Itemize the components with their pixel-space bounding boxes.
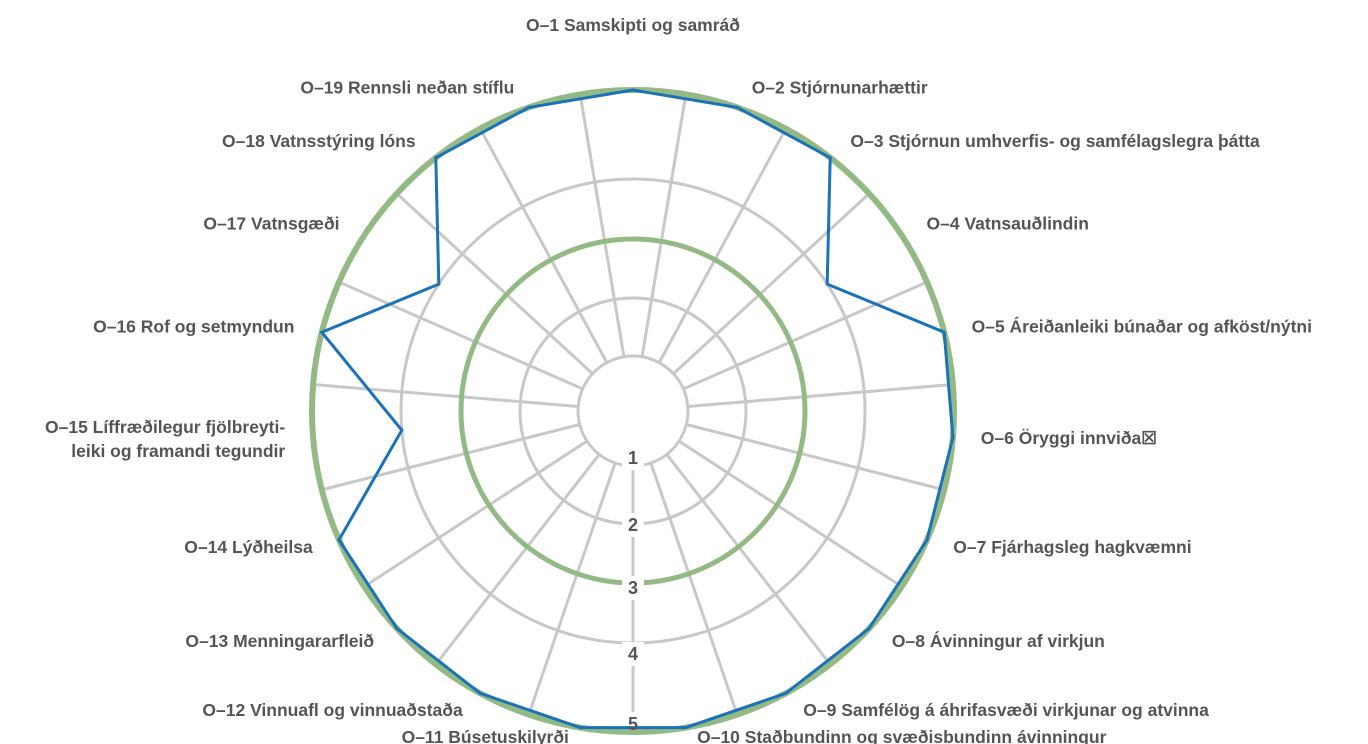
category-label: O–16 Rof og setmyndun [93, 316, 294, 336]
category-label: O–15 Líffræðilegur fjölbreyti-leiki og f… [45, 417, 285, 461]
data-series-line [319, 88, 955, 730]
grid-spoke [395, 192, 594, 375]
data-point [684, 726, 688, 730]
grid-spoke [578, 94, 626, 357]
category-label: O–11 Búsetuskilyrði [402, 727, 569, 744]
data-point [527, 105, 531, 109]
grid-spoke [649, 462, 739, 716]
grid-spoke [640, 94, 688, 357]
category-label: O–7 Fjárhagsleg hagkvæmni [953, 537, 1191, 557]
data-point [867, 626, 871, 630]
data-point [631, 88, 635, 92]
data-point [951, 436, 955, 440]
grid-spoke [338, 280, 584, 391]
data-point [337, 538, 341, 542]
grid-spoke [478, 127, 609, 364]
category-label: O–3 Stjórnun umhverfis- og samfélagslegr… [850, 131, 1260, 151]
level-label: 1 [628, 448, 638, 468]
data-point [320, 330, 324, 334]
category-label: O–6 Öryggi innviða☒ [981, 428, 1157, 448]
category-label: O–19 Rennsli neðan stíflu [300, 78, 514, 98]
grid-spoke [672, 192, 871, 375]
level-label-bg [622, 513, 644, 537]
level-label: 2 [628, 515, 638, 535]
grid-spoke [434, 453, 601, 666]
category-label: O–5 Áreiðanleiki búnaðar og afköst/nýtni [972, 315, 1312, 336]
level-label-bg [622, 642, 644, 666]
data-point [395, 626, 399, 630]
grid-spoke [527, 462, 617, 716]
category-label: O–14 Lýðheilsa [184, 537, 313, 557]
level-label-bg [622, 446, 644, 470]
data-point [478, 691, 482, 695]
grid-spoke [687, 382, 954, 408]
level-label-bg [622, 576, 644, 600]
category-label: O–18 Vatnsstýring lóns [222, 131, 416, 151]
category-label: O–12 Vinnuafl og vinnuaðstaða [202, 700, 463, 720]
data-point [578, 726, 582, 730]
category-label: O–17 Vatnsgæði [203, 214, 339, 234]
data-point [400, 428, 404, 432]
data-point [434, 156, 438, 160]
data-point [735, 105, 739, 109]
level-label: 4 [628, 644, 638, 664]
level-label: 3 [628, 578, 638, 598]
data-point [925, 538, 929, 542]
data-point [784, 691, 788, 695]
data-point [828, 156, 832, 160]
grid-spoke [321, 423, 581, 492]
category-label: O–9 Samfélög á áhrifasvæði virkjunar og … [803, 700, 1209, 720]
data-point [825, 282, 829, 286]
grid-spoke [682, 280, 928, 391]
data-point [437, 282, 441, 286]
grid-spoke [363, 439, 588, 588]
level-label: 5 [628, 714, 638, 734]
category-label: O–4 Vatnsauðlindin [927, 214, 1089, 234]
grid-spoke [665, 453, 832, 666]
category-label: O–8 Ávinningur af virkjun [892, 630, 1105, 651]
grid-spoke [685, 423, 945, 492]
data-point [942, 330, 946, 334]
category-label: O–2 Stjórnunarhættir [752, 78, 928, 98]
category-label: O–10 Staðbundinn og svæðisbundinn ávinni… [697, 727, 1107, 744]
grid-spoke [678, 439, 903, 588]
category-label: O–1 Samskipti og samráð [526, 15, 740, 35]
grid-spoke [312, 382, 579, 408]
grid-spoke [657, 127, 788, 364]
category-label: O–13 Menningararfleið [185, 631, 374, 651]
